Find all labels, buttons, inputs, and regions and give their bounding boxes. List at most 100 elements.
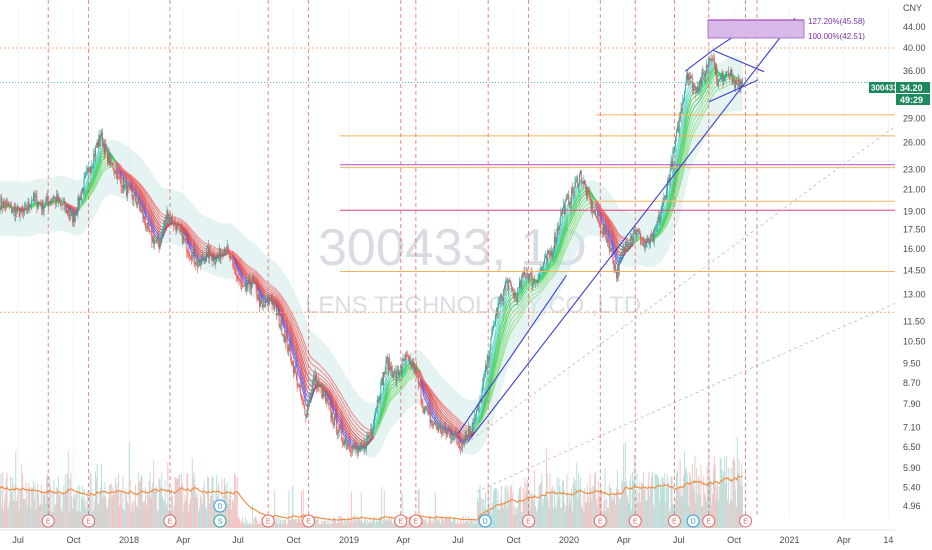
fib-zone-box[interactable] [707, 19, 805, 39]
earnings-marker-icon[interactable]: E [593, 514, 607, 528]
dotted-projection-lower[interactable] [476, 302, 896, 492]
volume-bar [145, 505, 147, 528]
volume-bar [236, 476, 238, 528]
triangle-upper-right[interactable] [712, 49, 765, 73]
ema-line-17 [115, 161, 375, 448]
volume-bar [588, 502, 590, 528]
candle-body [199, 259, 201, 266]
horizontal-levels[interactable] [0, 47, 895, 313]
split-marker-icon[interactable]: S [213, 514, 227, 528]
candle-body [625, 242, 627, 244]
candle-body [348, 443, 350, 448]
dividend-marker-icon[interactable]: D [213, 499, 227, 513]
candle-body [612, 256, 614, 264]
volume-bar [449, 516, 451, 528]
candle-body [343, 440, 345, 446]
candle-body [27, 201, 29, 210]
candle-body [3, 201, 5, 205]
candle-body [638, 231, 640, 234]
volume-bar [679, 459, 681, 528]
candle-body [227, 245, 229, 251]
candle-body [280, 319, 282, 326]
candle-body [687, 72, 689, 80]
earnings-marker-icon[interactable]: E [261, 514, 275, 528]
volume-bar [716, 486, 718, 528]
earnings-marker-icon[interactable]: E [409, 514, 423, 528]
dividend-marker-icon[interactable]: D [686, 514, 700, 528]
time-axis[interactable]: Jul Oct 2018 Apr Jul Oct 2019 Apr Jul Oct 2020 Apr J… [0, 529, 895, 545]
earnings-marker-icon[interactable]: E [394, 514, 408, 528]
marker-glyph: E [168, 519, 173, 526]
volume-bar [510, 484, 512, 528]
candle-body [121, 186, 123, 188]
volume-bar [200, 497, 202, 528]
volume-bar [182, 511, 184, 528]
candle-body [189, 254, 190, 256]
marker-glyph: E [743, 519, 748, 526]
candle-body [722, 71, 724, 82]
candle-body [221, 253, 223, 254]
dividend-marker-icon[interactable]: D [478, 514, 492, 528]
x-tick-label-7: Apr [396, 535, 410, 545]
candle-body [292, 361, 294, 365]
volume-bar [328, 517, 330, 528]
candle-body [71, 211, 73, 213]
fibonacci-extension[interactable]: 127.20%(45.58) 100.00%(42.51) [707, 17, 865, 41]
volume-bar [56, 486, 58, 528]
candle-body [406, 355, 408, 357]
volume-bar [285, 523, 287, 528]
last-price-badge: 300433 34.20 49:29 [869, 82, 930, 105]
ema-line-11 [115, 163, 375, 449]
y-tick-label-15: 8.70 [903, 378, 921, 388]
volume-bar [465, 515, 467, 528]
earnings-marker-icon[interactable]: E [302, 514, 316, 528]
candle-body [46, 196, 48, 201]
candle-body [225, 251, 227, 253]
volume-bar [243, 522, 245, 528]
candle-body [111, 162, 113, 164]
volume-bar [713, 455, 715, 528]
event-markers[interactable]: E E E E EDS E E D E E E E D E E [41, 499, 753, 528]
candle-body [690, 75, 692, 78]
dotted-projection-upper[interactable] [466, 125, 896, 444]
volume-bar [626, 494, 628, 528]
earnings-marker-icon[interactable]: E [702, 514, 716, 528]
volume-bar [14, 501, 16, 528]
earnings-marker-icon[interactable]: E [628, 514, 642, 528]
earnings-marker-icon[interactable]: E [522, 514, 536, 528]
candle-body [702, 72, 704, 73]
volume-bar [205, 507, 207, 528]
trendline-drawings[interactable] [47, 0, 896, 518]
triangle-upper-left[interactable] [684, 49, 714, 72]
earnings-marker-icon[interactable]: E [163, 514, 177, 528]
earnings-marker-icon[interactable]: E [82, 514, 96, 528]
candle-body [412, 362, 414, 369]
volume-bar [509, 486, 511, 528]
countdown-badge: 49:29 [900, 95, 923, 105]
rising-trendline-early[interactable] [457, 275, 567, 435]
volume-bar [170, 486, 172, 528]
earnings-marker-icon[interactable]: E [739, 514, 753, 528]
candle-body [190, 255, 191, 258]
volume-bar [375, 520, 377, 528]
candle-body [642, 242, 643, 245]
candle-body [541, 267, 543, 270]
triangle-lower[interactable] [708, 79, 759, 103]
candle-body [273, 301, 275, 310]
rising-trendline-main[interactable] [466, 17, 796, 444]
volume-bar [537, 500, 539, 528]
volume-bar [598, 496, 600, 528]
volume-bar [597, 480, 599, 528]
volume-bar [641, 483, 643, 528]
candle-body [712, 58, 714, 61]
earnings-marker-icon[interactable]: E [667, 514, 681, 528]
candle-body [502, 300, 503, 302]
candle-body [657, 221, 659, 226]
earnings-marker-icon[interactable]: E [41, 514, 55, 528]
volume-bar [443, 521, 445, 528]
candle-body [8, 205, 10, 207]
ema-line-44 [473, 202, 596, 430]
volume-bar [391, 522, 393, 528]
volume-bar [252, 523, 254, 528]
